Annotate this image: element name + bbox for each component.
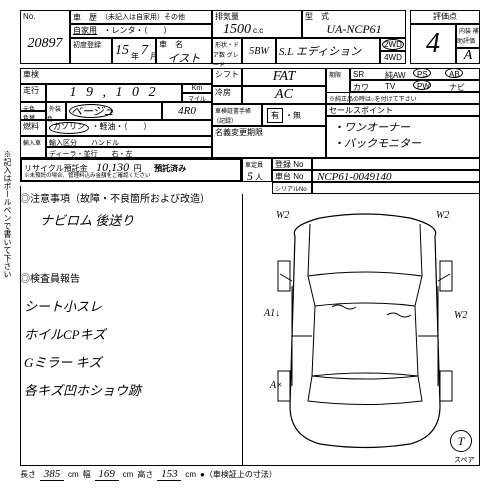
- odometer: 1 9 , 1 0 2: [70, 85, 159, 101]
- katashiki: UA-NCP61: [303, 22, 405, 37]
- footer-note: ●（車検証上の寸法）: [200, 469, 277, 480]
- shaken-label: 車検: [21, 69, 41, 80]
- mile-label: マイル: [182, 93, 212, 102]
- sp1: ・ワンオーナー: [333, 119, 479, 135]
- haikiryou: 1500: [223, 22, 251, 38]
- wid-label: 幅: [83, 469, 91, 480]
- reibo-val: AC: [275, 87, 293, 103]
- nashi: ・無: [283, 109, 303, 122]
- hatsureg-month: 7: [141, 43, 148, 59]
- recycle-status: 預託済み: [152, 163, 188, 174]
- hyoka-label: 評価点: [431, 11, 459, 22]
- hatsureg-year: 15: [115, 43, 129, 59]
- shift-val: FAT: [273, 69, 296, 85]
- kigen-label: 期限: [327, 72, 343, 80]
- cc: c.c: [251, 25, 265, 36]
- hyoka-score: 4: [426, 28, 440, 60]
- eq-aw: 純AW: [383, 69, 415, 79]
- rireki-label: 車 歴: [71, 11, 99, 23]
- cm2: cm: [123, 470, 134, 479]
- color-code: 4R0: [178, 105, 196, 117]
- eq-kawa: カワ: [351, 81, 383, 91]
- kensho-label: 車検証書手帳 （記録）: [213, 108, 251, 126]
- serial-label: シリアルNo: [273, 186, 309, 194]
- naiso-label: 内装 補助評価: [457, 28, 479, 46]
- 2wd-circle: [382, 39, 404, 50]
- len-label: 長さ: [20, 469, 36, 480]
- touroku-label: 登録 No: [273, 159, 305, 170]
- ari: 有: [267, 108, 283, 123]
- shift-label: シフト: [213, 69, 241, 80]
- hatsureg-label: 初度登録: [71, 41, 103, 50]
- yr-unit: 年: [129, 50, 141, 63]
- 4wd: 4WD: [382, 52, 404, 63]
- katashiki-label: 型 式: [303, 11, 331, 22]
- shamei-label: 車 名: [157, 39, 185, 50]
- eq-tv: TV: [383, 81, 415, 91]
- doc-number: 20897: [21, 36, 69, 52]
- sp2: ・バックモニター: [333, 135, 479, 151]
- shadai-label: 車台 No: [273, 171, 305, 182]
- naiso-score: A: [464, 48, 473, 64]
- reibo-label: 冷房: [213, 87, 233, 98]
- soko-label: 走行: [21, 85, 41, 96]
- import-label: 輸入車: [21, 140, 43, 148]
- shamei: イスト: [157, 50, 211, 66]
- eq-ps: PS: [415, 69, 447, 79]
- keiyu: ・軽油・（ ）: [90, 121, 154, 132]
- sales-label: セールスポイント: [327, 105, 395, 116]
- km-label: Km: [182, 84, 212, 93]
- eq-sr: SR: [351, 69, 383, 79]
- cm3: cm: [185, 470, 196, 479]
- cm1: cm: [68, 470, 79, 479]
- eq-ab: AB: [447, 69, 479, 79]
- wid: 169: [95, 468, 119, 481]
- nin: 人: [253, 172, 265, 183]
- gasoline-oval: [49, 122, 89, 134]
- eq-pw: PW: [415, 81, 447, 91]
- haikiryou-label: 排気量: [213, 11, 241, 22]
- body-type: 5BW: [249, 46, 268, 57]
- recycle-note: ※未預託の場合、管理料込み金額をご確認ください: [22, 170, 153, 180]
- eq-nv: ナビ: [447, 81, 479, 91]
- nenryo-label: 燃料: [21, 121, 41, 132]
- gaiso-oval: [69, 104, 113, 118]
- eq-note: ※純正品の時は○を付けて下さい: [327, 96, 419, 104]
- meihen-label: 名義変更期限: [213, 127, 265, 138]
- grade-label: 形状・ドア数 グレード: [213, 42, 239, 70]
- side-note: ※記入はボールペンで書いて下さい: [2, 150, 13, 278]
- jikayo: 自家用: [71, 25, 99, 36]
- rireki-opts: （未記入は自家用）その他: [99, 11, 187, 23]
- hei-label: 高さ: [137, 469, 153, 480]
- rental: ・レンタ・（ ）: [102, 25, 174, 36]
- grade-val: S.L エディション: [279, 43, 361, 59]
- label-no: No.: [21, 11, 69, 22]
- len: 385: [40, 468, 64, 481]
- hei: 153: [157, 468, 181, 481]
